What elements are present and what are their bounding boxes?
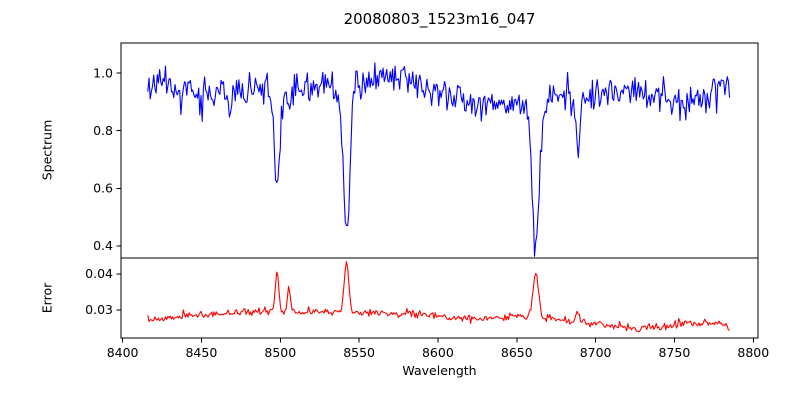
spectrum-series <box>147 62 731 257</box>
x-tick-label: 8800 <box>737 345 769 360</box>
chart-title: 20080803_1523m16_047 <box>343 10 536 28</box>
axes: 0.4 0.6 0.8 1.0 0.03 0.04 8400 8450 8500 8550 8600… <box>85 42 769 360</box>
x-axis-label: Wavelength <box>402 363 477 378</box>
spectrum-y-tick-label: 1.0 <box>93 65 113 80</box>
x-tick-label: 8650 <box>501 345 533 360</box>
error-panel-frame <box>120 257 759 339</box>
error-line <box>147 261 730 333</box>
spectrum-y-axis-label: Spectrum <box>39 119 55 181</box>
x-tick-label: 8550 <box>343 345 375 360</box>
x-tick-label: 8750 <box>658 345 690 360</box>
error-y-tick-label: 0.04 <box>85 266 113 281</box>
x-tick-label: 8600 <box>422 345 454 360</box>
error-series <box>147 261 730 333</box>
x-tick-label: 8700 <box>580 345 612 360</box>
spectrum-line <box>147 62 731 257</box>
spectrum-y-tick-label: 0.6 <box>93 181 113 196</box>
error-y-axis-label: Error <box>39 282 55 314</box>
spectrum-y-tick-label: 0.8 <box>93 123 113 138</box>
spectrum-panel-frame <box>120 42 759 259</box>
error-y-tick-label: 0.03 <box>85 302 113 317</box>
x-tick-label: 8450 <box>185 345 217 360</box>
spectrum-y-tick-label: 0.4 <box>93 238 113 253</box>
x-tick-label: 8400 <box>107 345 139 360</box>
x-tick-label: 8500 <box>264 345 296 360</box>
